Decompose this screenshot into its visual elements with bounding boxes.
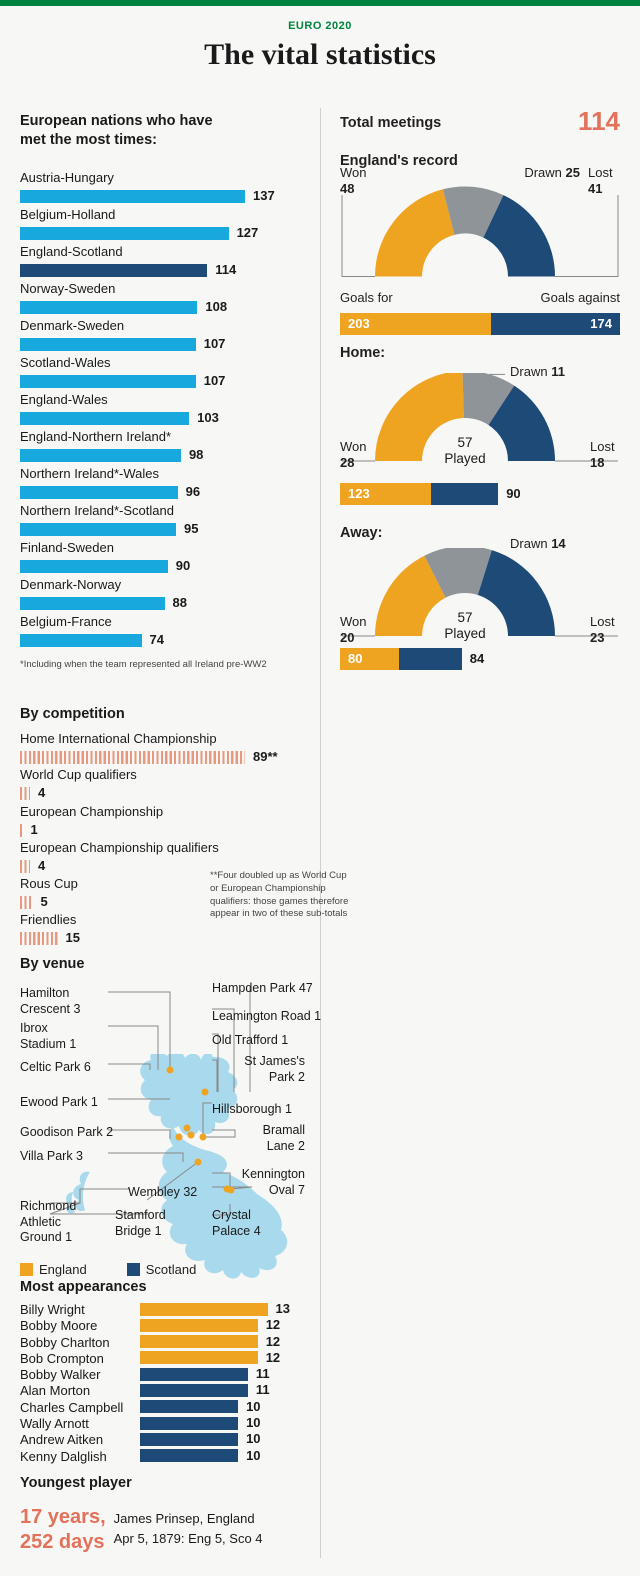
svg-text:57Played: 57 Played [444, 610, 485, 641]
svg-text:57Played: 57 Played [444, 435, 485, 466]
